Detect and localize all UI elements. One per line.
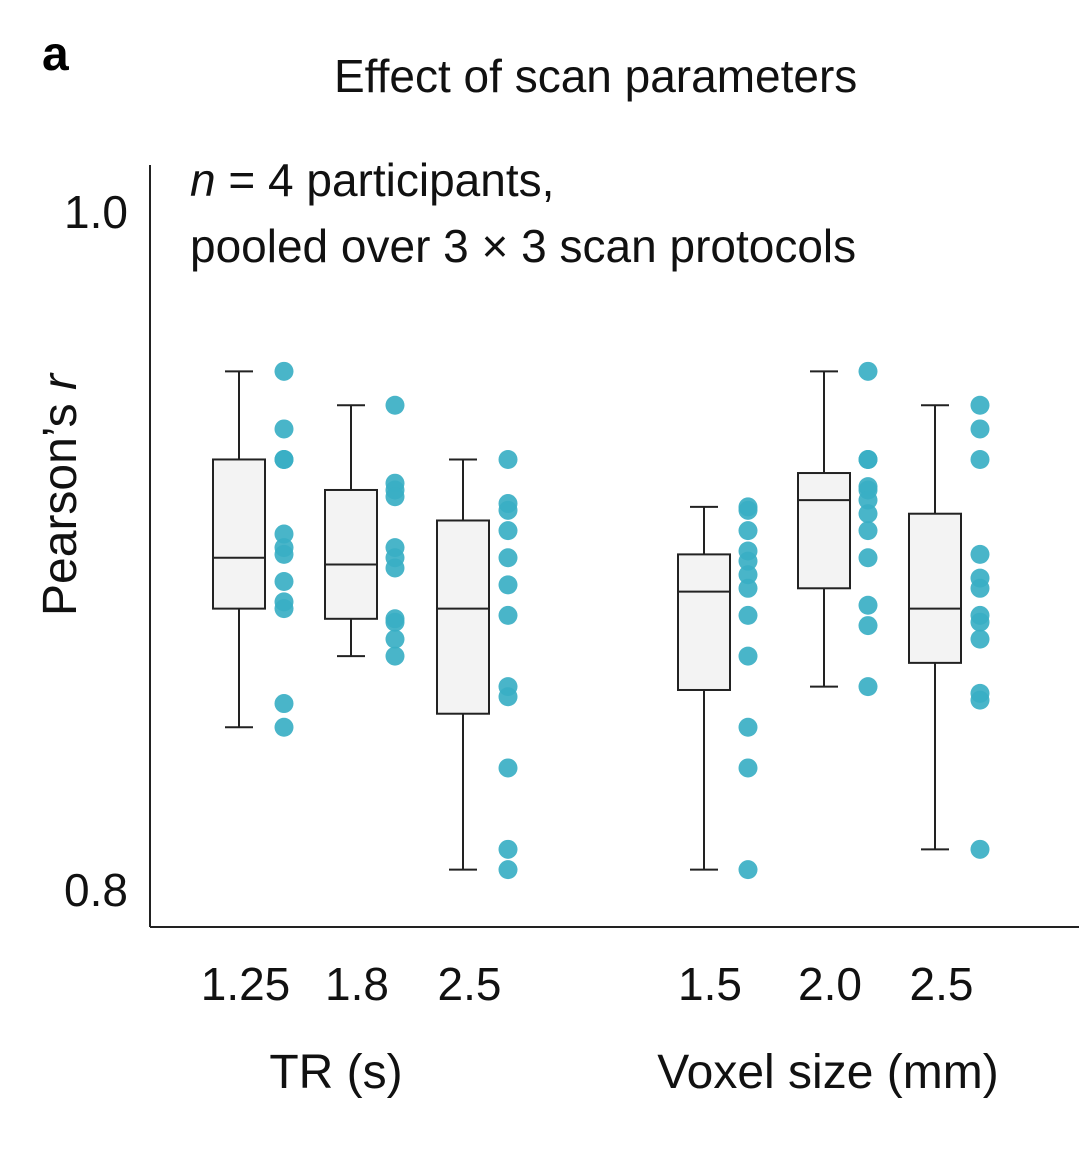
data-point xyxy=(970,544,990,564)
data-point xyxy=(738,565,758,585)
x-group-label: TR (s) xyxy=(269,1046,402,1099)
data-point xyxy=(738,758,758,778)
data-point xyxy=(970,578,990,598)
data-point xyxy=(738,521,758,541)
data-point xyxy=(385,612,405,632)
data-point xyxy=(274,599,294,619)
data-point xyxy=(274,449,294,469)
data-point xyxy=(970,419,990,439)
data-point xyxy=(274,419,294,439)
data-point xyxy=(385,629,405,649)
data-point xyxy=(738,500,758,520)
data-point xyxy=(498,758,518,778)
box-iqr xyxy=(677,553,731,691)
box-iqr xyxy=(797,472,851,590)
annotation-line-1-rest: = 4 participants, xyxy=(216,154,555,206)
data-point xyxy=(385,558,405,578)
data-point xyxy=(274,572,294,592)
x-tick-label: 2.5 xyxy=(910,958,974,1010)
y-ticks: 1.0 0.8 xyxy=(64,186,128,916)
data-point xyxy=(498,860,518,880)
data-point xyxy=(738,860,758,880)
data-point xyxy=(498,605,518,625)
annotation-line-1: n = 4 participants, xyxy=(190,154,554,206)
y-axis-label-r: r xyxy=(34,372,87,390)
data-point xyxy=(970,612,990,632)
x-tick-label: 2.5 xyxy=(438,958,502,1010)
x-tick-label: 1.25 xyxy=(201,958,291,1010)
data-point xyxy=(858,616,878,636)
data-point xyxy=(738,551,758,571)
x-tick-label: 1.5 xyxy=(678,958,742,1010)
data-point xyxy=(274,524,294,544)
data-point xyxy=(858,449,878,469)
panel-label: a xyxy=(42,28,69,81)
data-point xyxy=(970,395,990,415)
data-point xyxy=(498,687,518,707)
data-point xyxy=(498,521,518,541)
data-point xyxy=(858,504,878,524)
annotation-n: n xyxy=(190,154,216,206)
y-axis-label-text: Pearson’s xyxy=(34,390,87,616)
data-point xyxy=(970,449,990,469)
box-iqr xyxy=(212,458,266,610)
data-point xyxy=(738,717,758,737)
chart-title: Effect of scan parameters xyxy=(334,50,857,102)
x-group-label: Voxel size (mm) xyxy=(657,1046,998,1099)
boxes-layer xyxy=(212,370,962,871)
data-point xyxy=(738,578,758,598)
data-point xyxy=(274,694,294,714)
x-tick-label: 1.8 xyxy=(325,958,389,1010)
data-point xyxy=(385,646,405,666)
data-point xyxy=(858,677,878,697)
data-point xyxy=(738,646,758,666)
data-point xyxy=(858,521,878,541)
data-point xyxy=(858,595,878,615)
data-point xyxy=(498,449,518,469)
data-point xyxy=(498,575,518,595)
data-point xyxy=(385,487,405,507)
data-point xyxy=(738,605,758,625)
data-point xyxy=(498,500,518,520)
data-point xyxy=(970,839,990,859)
annotation-line-2: pooled over 3 × 3 scan protocols xyxy=(190,220,856,272)
data-point xyxy=(274,717,294,737)
data-point xyxy=(274,544,294,564)
data-point xyxy=(498,839,518,859)
box-iqr xyxy=(324,488,378,620)
data-point xyxy=(274,361,294,381)
y-tick-label: 1.0 xyxy=(64,186,128,238)
box-iqr xyxy=(436,519,490,715)
x-tick-label: 2.0 xyxy=(798,958,862,1010)
group-labels: TR (s) Voxel size (mm) xyxy=(269,1046,998,1099)
y-tick-label: 0.8 xyxy=(64,864,128,916)
points-layer xyxy=(274,361,990,880)
data-point xyxy=(498,548,518,568)
data-point xyxy=(858,548,878,568)
data-point xyxy=(858,361,878,381)
data-point xyxy=(385,395,405,415)
data-point xyxy=(970,629,990,649)
x-ticks: 1.25 1.8 2.5 1.5 2.0 2.5 xyxy=(201,958,974,1010)
y-axis-label: Pearson’s r xyxy=(34,372,87,616)
data-point xyxy=(858,490,878,510)
data-point xyxy=(970,690,990,710)
box-iqr xyxy=(908,512,962,664)
